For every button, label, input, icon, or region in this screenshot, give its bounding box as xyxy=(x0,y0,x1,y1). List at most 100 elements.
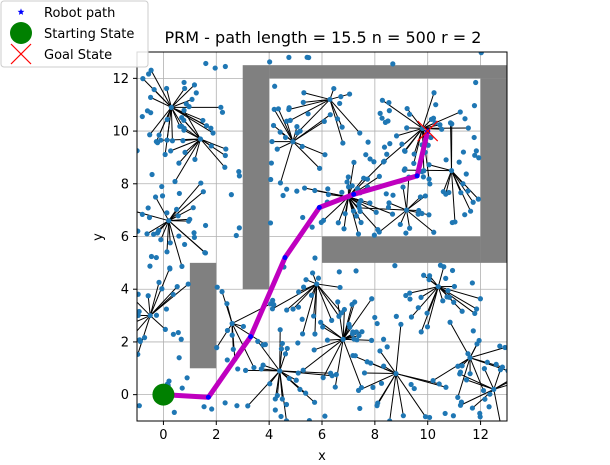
roadmap-node xyxy=(284,186,290,192)
roadmap-node xyxy=(439,126,445,132)
roadmap-node xyxy=(269,306,276,312)
roadmap-node xyxy=(182,85,188,92)
roadmap-node xyxy=(422,414,429,420)
roadmap-edge xyxy=(170,88,186,108)
roadmap-node xyxy=(497,367,504,373)
goal-state-marker xyxy=(417,120,439,142)
roadmap-edge xyxy=(149,283,189,316)
roadmap-node xyxy=(380,159,387,165)
roadmap-node xyxy=(301,284,307,290)
roadmap-edge xyxy=(399,209,408,225)
roadmap-node xyxy=(403,292,409,299)
roadmap-node xyxy=(462,116,468,122)
roadmap-edge xyxy=(428,164,452,172)
roadmap-edge xyxy=(298,283,317,293)
legend-markers xyxy=(10,8,32,65)
roadmap-edge xyxy=(364,372,397,375)
roadmap-edge xyxy=(292,141,326,156)
roadmap-edge xyxy=(313,338,344,351)
roadmap-node xyxy=(467,371,473,377)
roadmap-node xyxy=(268,160,274,166)
roadmap-node xyxy=(400,184,406,190)
roadmap-node xyxy=(167,266,173,272)
roadmap-node xyxy=(383,191,389,197)
roadmap-node xyxy=(411,151,417,157)
roadmap-edge xyxy=(329,99,361,134)
roadmap-node xyxy=(368,337,375,343)
roadmap-node xyxy=(329,373,335,379)
roadmap-node xyxy=(181,107,187,113)
roadmap-edge xyxy=(358,373,397,391)
roadmap-edge xyxy=(170,138,201,152)
roadmap-edge xyxy=(395,373,404,416)
roadmap-node xyxy=(374,320,380,327)
roadmap-node xyxy=(358,197,364,204)
obstacle xyxy=(269,65,507,79)
roadmap-node xyxy=(277,327,283,333)
legend: Robot path Starting State Goal State xyxy=(0,0,149,68)
roadmap-node xyxy=(229,332,235,338)
roadmap-node xyxy=(474,341,480,347)
roadmap-node xyxy=(168,148,174,154)
roadmap-node xyxy=(181,79,187,86)
roadmap-node xyxy=(379,97,385,103)
roadmap-node xyxy=(164,85,170,92)
roadmap-node xyxy=(418,294,424,300)
roadmap-node xyxy=(309,224,315,230)
roadmap-node xyxy=(146,214,153,221)
roadmap-node xyxy=(379,115,385,121)
roadmap-node xyxy=(293,377,299,383)
roadmap-node xyxy=(374,403,380,409)
roadmap-edge xyxy=(342,339,362,388)
roadmap-node xyxy=(367,156,373,162)
roadmap-edge xyxy=(279,370,297,381)
roadmap-node xyxy=(437,262,444,268)
roadmap-node xyxy=(322,152,328,158)
roadmap-edge xyxy=(303,92,331,100)
roadmap-node xyxy=(139,113,145,120)
roadmap-node xyxy=(440,298,446,304)
roadmap-node xyxy=(179,385,185,391)
roadmap-node xyxy=(255,338,261,344)
roadmap-node xyxy=(168,104,174,110)
roadmap-node xyxy=(404,125,410,131)
roadmap-node xyxy=(318,319,324,325)
roadmap-node xyxy=(475,196,481,202)
roadmap-edge xyxy=(150,69,172,108)
roadmap-node xyxy=(166,218,172,224)
roadmap-node xyxy=(422,193,428,199)
roadmap-node xyxy=(267,381,273,387)
roadmap-node xyxy=(270,122,277,129)
roadmap-node xyxy=(235,366,241,372)
roadmap-edge xyxy=(200,138,227,150)
roadmap-node xyxy=(320,375,326,381)
roadmap-node xyxy=(340,140,346,146)
roadmap-edge xyxy=(174,138,201,182)
roadmap-node xyxy=(341,226,347,232)
roadmap-node xyxy=(176,233,182,239)
roadmap-node xyxy=(224,327,231,334)
obstacle xyxy=(480,78,507,263)
roadmap-edge xyxy=(406,209,435,233)
roadmap-node xyxy=(472,152,478,158)
roadmap-edge xyxy=(406,210,411,229)
roadmap-edge xyxy=(327,338,344,341)
roadmap-node xyxy=(219,109,226,115)
roadmap-node xyxy=(175,213,181,219)
roadmap-node xyxy=(295,304,302,310)
roadmap-node xyxy=(144,231,150,237)
roadmap-node xyxy=(198,180,204,186)
roadmap-node xyxy=(151,231,157,237)
roadmap-node xyxy=(473,148,479,154)
roadmap-node xyxy=(419,210,425,217)
roadmap-edge xyxy=(347,162,355,198)
roadmap-edge xyxy=(337,196,349,223)
roadmap-node xyxy=(426,273,433,279)
roadmap-node xyxy=(279,396,285,402)
roadmap-node xyxy=(294,188,300,194)
roadmap-node xyxy=(299,143,305,150)
roadmap-node xyxy=(145,205,151,211)
roadmap-node xyxy=(472,310,478,317)
roadmap-edge xyxy=(149,282,160,316)
